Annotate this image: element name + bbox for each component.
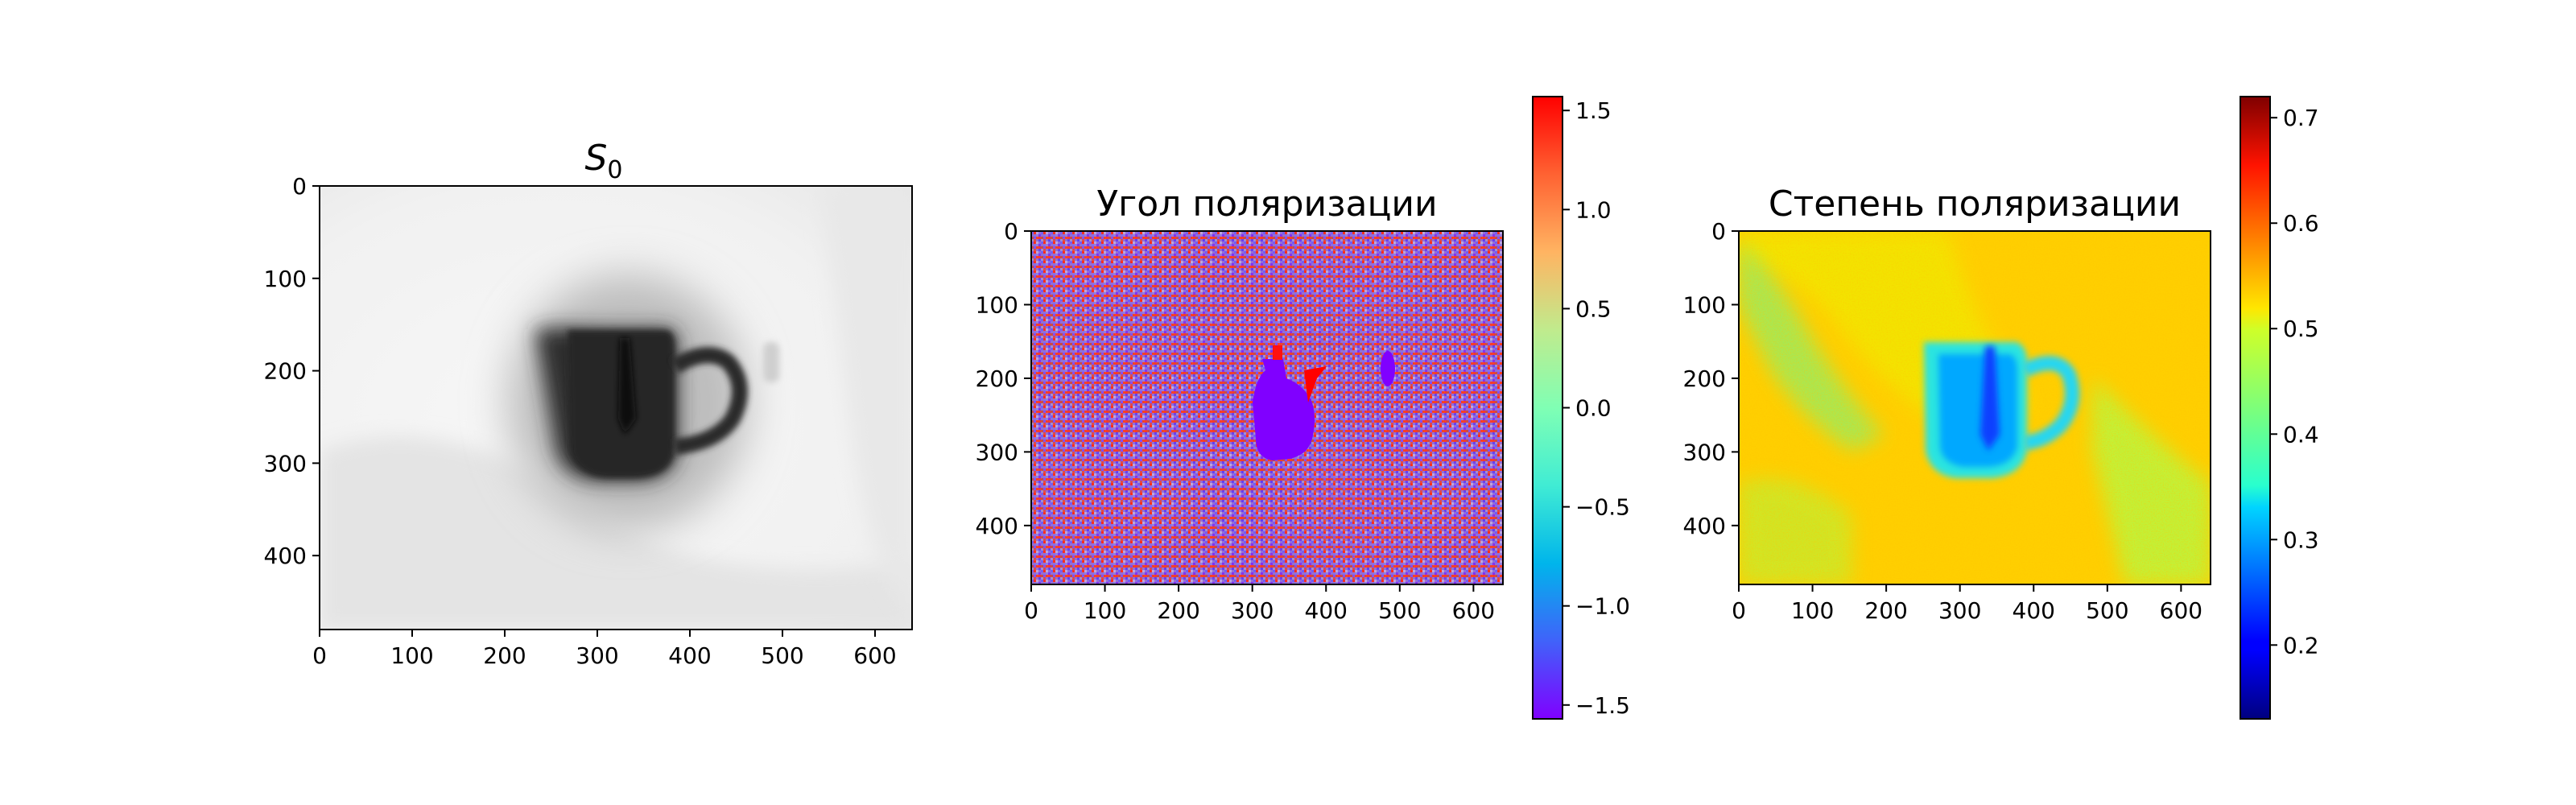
y-tick-label: 100: [1683, 291, 1726, 318]
x-tick-label: 500: [761, 642, 803, 669]
colorbar-tick-label: 0.5: [1575, 295, 1612, 322]
degree-ticks: 0 100 200 300 400 500 600 0 100 200 300 400: [1683, 218, 2203, 624]
y-tick-label: 0: [1711, 218, 1726, 245]
y-tick-label: 400: [976, 513, 1018, 539]
y-tick-label: 0: [292, 173, 307, 200]
y-tick-label: 200: [264, 358, 307, 385]
y-tick-label: 0: [1004, 218, 1018, 245]
y-tick-label: 100: [264, 266, 307, 292]
angle-ticks: 0 100 200 300 400 500 600 0 100 200 300 400: [976, 218, 1496, 624]
colorbar-tick-label: 0.3: [2283, 526, 2319, 553]
panel-angle: 0 100 200 300 400 500 600 0 100 200 300 400 Угол по…: [976, 96, 1630, 720]
colorbar-tick-label: 1.0: [1575, 196, 1612, 223]
x-tick-label: 500: [2086, 597, 2128, 624]
colorbar-tick-label: 0.2: [2283, 632, 2319, 658]
x-tick-label: 200: [483, 642, 526, 669]
angle-colorbar: [1532, 96, 1563, 720]
x-tick-label: 300: [1938, 597, 1981, 624]
x-tick-label: 600: [2160, 597, 2202, 624]
colorbar-tick-label: 0.4: [2283, 421, 2319, 448]
y-tick-label: 300: [976, 439, 1018, 465]
degree-image: [1739, 231, 2211, 584]
s0-title: S0: [584, 138, 622, 184]
angle-image: [1031, 231, 1503, 584]
colorbar-tick-label: −1.0: [1575, 593, 1630, 620]
x-tick-label: 300: [576, 642, 618, 669]
x-tick-label: 100: [1084, 597, 1126, 624]
y-tick-label: 300: [264, 450, 307, 477]
angle-mug-region: [1253, 359, 1315, 460]
colorbar-tick-label: 0.6: [2283, 210, 2319, 237]
x-tick-label: 100: [390, 642, 433, 669]
angle-title: Угол поляризации: [1096, 184, 1437, 225]
y-tick-label: 400: [1683, 513, 1726, 539]
colorbar-tick-label: −0.5: [1575, 494, 1630, 521]
x-tick-label: 500: [1378, 597, 1421, 624]
s0-axes-frame: [319, 185, 913, 630]
y-tick-label: 300: [1683, 439, 1726, 465]
colorbar-tick-label: −1.5: [1575, 692, 1630, 719]
s0-ticks: 0 100 200 300 400 500 600 0 100 200 300 400: [264, 173, 897, 669]
x-tick-label: 0: [1732, 597, 1746, 624]
x-tick-label: 0: [312, 642, 327, 669]
degree-axes-frame: [1738, 230, 2211, 585]
colorbar-tick-label: 0.7: [2283, 105, 2319, 131]
y-tick-label: 200: [1683, 365, 1726, 392]
x-tick-label: 400: [668, 642, 711, 669]
angle-colorbar-ticks: 1.5 1.0 0.5 0.0 −0.5 −1.0 −1.5: [1563, 97, 1630, 719]
y-tick-label: 200: [976, 365, 1018, 392]
x-tick-label: 200: [1864, 597, 1907, 624]
panel-degree: 0 100 200 300 400 500 600 0 100 200 300 400 Степень…: [1683, 96, 2319, 720]
x-tick-label: 600: [1452, 597, 1495, 624]
panel-s0: 0 100 200 300 400 500 600 0 100 200 300 400 S0: [264, 138, 913, 669]
degree-colorbar-ticks: 0.7 0.6 0.5 0.4 0.3 0.2: [2270, 105, 2319, 658]
x-tick-label: 300: [1231, 597, 1274, 624]
x-tick-label: 0: [1024, 597, 1038, 624]
x-tick-label: 600: [853, 642, 896, 669]
s0-image: [320, 186, 912, 630]
y-tick-label: 400: [264, 543, 307, 569]
degree-title: Степень поляризации: [1769, 184, 2181, 225]
colorbar-tick-label: 0.0: [1575, 395, 1612, 422]
x-tick-label: 100: [1791, 597, 1834, 624]
x-tick-label: 400: [1305, 597, 1348, 624]
x-tick-label: 200: [1157, 597, 1199, 624]
y-tick-label: 100: [976, 291, 1018, 318]
colorbar-tick-label: 1.5: [1575, 97, 1612, 124]
angle-axes-frame: [1030, 230, 1504, 585]
degree-colorbar: [2240, 96, 2271, 720]
colorbar-tick-label: 0.5: [2283, 316, 2319, 342]
x-tick-label: 400: [2013, 597, 2055, 624]
